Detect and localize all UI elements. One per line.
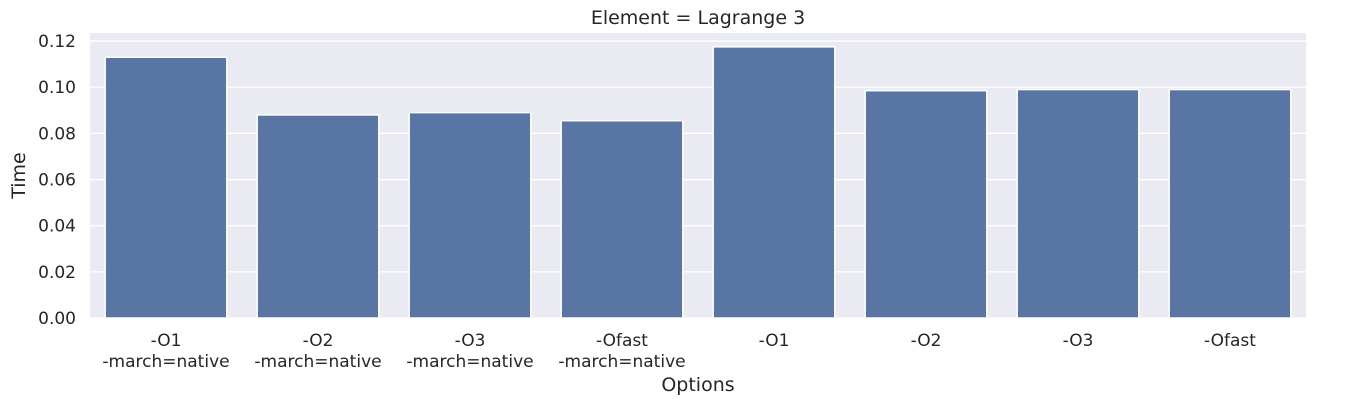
y-axis-label: Time bbox=[8, 152, 30, 200]
y-tick-label: 0.10 bbox=[38, 78, 76, 98]
x-tick-label: -O3 bbox=[1063, 331, 1094, 351]
y-tick-label: 0.00 bbox=[38, 309, 76, 329]
x-tick-label-line: -O2 bbox=[911, 331, 942, 351]
bar bbox=[864, 89, 988, 319]
x-tick-label-line: -O3 bbox=[1063, 331, 1094, 351]
x-tick-label: -O2 bbox=[911, 331, 942, 351]
x-tick-label-line: -O1 bbox=[151, 331, 182, 351]
y-tick-label: 0.06 bbox=[38, 171, 76, 191]
bar bbox=[560, 119, 684, 319]
bar bbox=[1168, 88, 1292, 319]
bar bbox=[104, 56, 228, 319]
x-tick-label-line: -march=native bbox=[254, 352, 381, 372]
bars bbox=[104, 46, 1292, 319]
bar bbox=[256, 114, 380, 319]
x-tick-label: -O1 -march=native bbox=[102, 331, 229, 372]
x-tick-label-line: -march=native bbox=[558, 352, 685, 372]
x-tick-label: -Ofast bbox=[1204, 331, 1256, 351]
x-tick-label-line: -O2 bbox=[303, 331, 334, 351]
x-tick-label-line: -Ofast bbox=[1204, 331, 1256, 351]
y-tick-labels: 0.00 0.02 0.04 0.06 0.08 0.10 0.12 bbox=[38, 32, 76, 329]
x-tick-label-line: -Ofast bbox=[596, 331, 648, 351]
x-tick-label-line: -O1 bbox=[759, 331, 790, 351]
x-tick-label-line: -march=native bbox=[406, 352, 533, 372]
y-tick-label: 0.02 bbox=[38, 263, 76, 283]
y-tick-label: 0.08 bbox=[38, 124, 76, 144]
y-tick-label: 0.04 bbox=[38, 217, 76, 237]
x-axis-label: Options bbox=[661, 374, 734, 396]
bar bbox=[712, 46, 836, 319]
y-tick-label: 0.12 bbox=[38, 32, 76, 52]
x-tick-labels: -O1 -march=native-O2 -march=native-O3 -marc… bbox=[102, 331, 1256, 372]
x-tick-label: -Ofast -march=native bbox=[558, 331, 685, 372]
chart-title: Element = Lagrange 3 bbox=[591, 7, 805, 29]
x-tick-label: -O3 -march=native bbox=[406, 331, 533, 372]
bar bbox=[408, 111, 532, 319]
x-tick-label: -O1 bbox=[759, 331, 790, 351]
x-tick-label: -O2 -march=native bbox=[254, 331, 381, 372]
bar bbox=[1016, 88, 1140, 319]
x-tick-label-line: -march=native bbox=[102, 352, 229, 372]
x-tick-label-line: -O3 bbox=[455, 331, 486, 351]
